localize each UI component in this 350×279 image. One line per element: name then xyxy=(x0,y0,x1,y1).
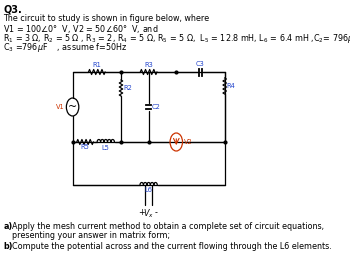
Text: R1: R1 xyxy=(92,62,101,68)
Text: a): a) xyxy=(4,222,13,231)
Text: -: - xyxy=(154,208,157,217)
Text: V1: V1 xyxy=(56,104,65,110)
Text: R2: R2 xyxy=(123,85,132,91)
Text: R5: R5 xyxy=(80,144,90,150)
Text: V1 = 100$\angle$0$\degree$  V, V2 = 50$\angle$60$\degree$  V, and: V1 = 100$\angle$0$\degree$ V, V2 = 50$\a… xyxy=(4,23,159,35)
Text: C2: C2 xyxy=(152,104,160,110)
Text: Apply the mesh current method to obtain a complete set of circuit equations,: Apply the mesh current method to obtain … xyxy=(13,222,324,231)
Text: R$_1$ = 3 $\Omega$, R$_2$ = 5 $\Omega$ , R$_3$ = 2, R$_4$ = 5 $\Omega$, R$_5$ = : R$_1$ = 3 $\Omega$, R$_2$ = 5 $\Omega$ ,… xyxy=(4,32,350,45)
Text: ~: ~ xyxy=(68,102,77,112)
Text: L5: L5 xyxy=(102,145,110,151)
Text: L6: L6 xyxy=(145,187,153,193)
Text: b): b) xyxy=(4,242,13,251)
Text: presenting your answer in matrix form;: presenting your answer in matrix form; xyxy=(13,231,170,240)
Text: The circuit to study is shown in figure below, where: The circuit to study is shown in figure … xyxy=(4,14,210,23)
Text: C$_3$ =796$\mu$F    , assume f=50Hz: C$_3$ =796$\mu$F , assume f=50Hz xyxy=(4,41,127,54)
Text: C3: C3 xyxy=(196,61,205,67)
Text: +: + xyxy=(138,208,145,217)
Text: $V_x$: $V_x$ xyxy=(143,208,154,220)
Text: R3: R3 xyxy=(144,62,153,68)
Text: R4: R4 xyxy=(227,83,236,89)
Text: Compute the potential across and the current flowing through the L6 elements.: Compute the potential across and the cur… xyxy=(13,242,332,251)
Text: V2: V2 xyxy=(184,139,192,145)
Text: Q3.: Q3. xyxy=(4,5,22,15)
